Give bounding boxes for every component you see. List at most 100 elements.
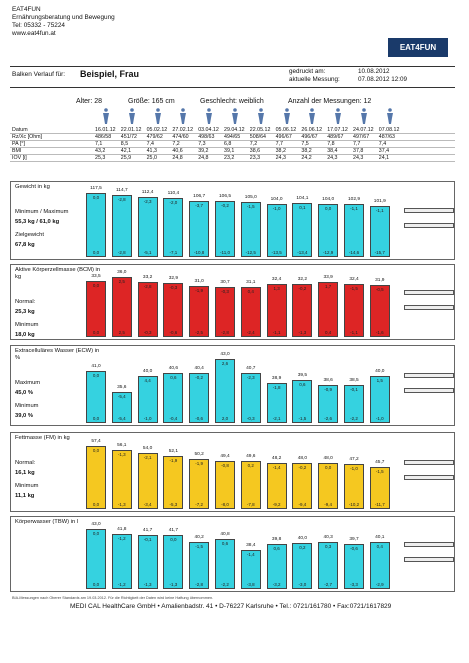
table-cell: 23,2 xyxy=(224,155,235,161)
panel-text: 55,3 kg / 61,0 kg xyxy=(15,219,60,225)
chart-bar xyxy=(189,286,210,337)
table-cell: 8,5 xyxy=(120,141,129,147)
reference-marker xyxy=(404,373,454,378)
bar-value-label: 54,0 xyxy=(142,446,153,451)
chart-bar xyxy=(215,461,235,509)
bar-cumulative-label: -2,6 xyxy=(324,416,333,421)
table-cell: 22.05.12 xyxy=(249,127,271,133)
table-cell: 7,2 xyxy=(172,141,180,147)
chart-bar xyxy=(189,201,210,257)
person-figure-icon xyxy=(128,108,135,124)
panel-text: 39,0 % xyxy=(15,413,34,419)
chart-bar xyxy=(344,464,364,509)
bar-delta-label: -1,5 xyxy=(195,544,204,549)
table-cell: 23,3 xyxy=(249,155,261,161)
person-figure-icon xyxy=(154,108,161,124)
bar-cumulative-label: -9,4 xyxy=(324,502,333,507)
chart-bar xyxy=(318,204,339,257)
bar-delta-label: 0,0 xyxy=(92,283,100,288)
bar-cumulative-label: -13,5 xyxy=(271,250,282,255)
bar-value-label: 40,6 xyxy=(168,366,179,371)
table-cell: 25,0 xyxy=(146,155,157,161)
table-row: PA [°] 7,1 8,5 7,4 7,2 7,3 6,8 7,2 7,7 7,5 7,8 7,7 7… xyxy=(10,141,455,148)
table-row: BMI 43,2 42,1 41,3 40,6 39,2 39,1 38,6 38,2 38,2 3… xyxy=(10,148,455,155)
bar-value-label: 38,6 xyxy=(323,378,333,383)
chart-bar xyxy=(163,373,184,423)
table-row: Datum 16.01.12 22.01.12 05.02.12 27.02.12 03.… xyxy=(10,127,455,134)
panel-labels: Extracelluläres Wasser (ECW) in % Maximum… xyxy=(15,348,103,420)
bar-delta-label: -0,9 xyxy=(324,387,333,392)
bar-delta-label: -1,5 xyxy=(375,469,384,474)
bar-value-label: 40,8 xyxy=(220,532,230,537)
table-cell: 25,9 xyxy=(120,155,132,161)
bar-delta-label: -1,1 xyxy=(375,208,384,213)
bar-delta-label: -2,8 xyxy=(143,284,152,289)
reference-marker xyxy=(404,208,454,213)
bar-value-label: 48,2 xyxy=(271,456,282,461)
bar-cumulative-label: -2,2 xyxy=(350,416,358,421)
table-cell: 24,3 xyxy=(353,155,364,161)
table-cell: 508/64 xyxy=(249,134,266,140)
table-cell: 7,2 xyxy=(249,141,258,147)
panel-text: 18,0 kg xyxy=(15,332,35,338)
table-cell: 07.08.12 xyxy=(378,127,400,133)
table-cell: 24.07.12 xyxy=(353,127,374,133)
chart-bar xyxy=(266,284,287,337)
chart-bar xyxy=(369,467,390,509)
bar-delta-label: 0,6 xyxy=(170,375,177,380)
bar-cumulative-label: -13,4 xyxy=(297,250,308,255)
bar-cumulative-label: -15,7 xyxy=(374,250,385,255)
chart-bar xyxy=(111,450,132,509)
count-label: Anzahl der Messungen: 12 xyxy=(288,98,372,105)
divider xyxy=(10,66,455,67)
table-cell: 38,2 xyxy=(275,148,286,154)
table-cell: 497/67 xyxy=(353,134,370,140)
company-phone: Tel: 05332 - 75224 xyxy=(12,22,65,29)
bar-cumulative-label: -7,2 xyxy=(195,502,204,507)
chart-bar xyxy=(266,383,287,423)
bar-value-label: 31,0 xyxy=(194,279,204,284)
bar-value-label: 35,6 xyxy=(117,385,127,390)
reference-marker xyxy=(404,542,454,547)
bar-cumulative-label: -2,5 xyxy=(195,330,204,335)
bar-delta-label: 0,0 xyxy=(92,448,100,453)
panel-text: Extracelluläres Wasser (ECW) in % xyxy=(15,348,100,361)
company-subtitle: Ernährungsberatung und Bewegung xyxy=(12,14,115,21)
bar-value-label: 33,9 xyxy=(323,275,333,280)
bar-value-label: 32,9 xyxy=(168,276,179,281)
table-cell: 17.07.12 xyxy=(327,127,348,133)
bar-delta-label: 0,0 xyxy=(92,373,100,378)
chart-bar xyxy=(369,376,390,423)
table-cell: 29.04.12 xyxy=(224,127,245,133)
table-cell: 487/63 xyxy=(378,134,395,140)
chart-bar xyxy=(240,550,261,589)
report-label: Balken Verlauf für: xyxy=(12,71,66,78)
bar-value-label: 106,7 xyxy=(193,194,206,199)
bar-delta-label: -0,8 xyxy=(221,463,229,468)
bar-cumulative-label: 0,0 xyxy=(92,330,100,335)
bar-cumulative-label: 0,0 xyxy=(92,250,100,255)
bar-cumulative-label: -11,7 xyxy=(374,502,385,507)
chart-bar xyxy=(344,544,364,589)
bar-value-label: 38,4 xyxy=(246,543,256,548)
table-row: Rz/Xc [Ohm] 486/58 451/72 479/62 474/60 498/6… xyxy=(10,134,455,141)
bar-value-label: 39,8 xyxy=(271,537,282,542)
bar-cumulative-label: -0,6 xyxy=(195,416,204,421)
panel-text: Maximum xyxy=(15,380,41,386)
chart-bar xyxy=(111,392,132,423)
table-row: IOV [i] 25,3 25,9 25,0 24,8 24,8 23,2 23,3 24,3 2… xyxy=(10,155,455,162)
bar-delta-label: 0,0 xyxy=(92,531,100,536)
chart-panel: Fettmasse (FM) in kg Normal: 16,1 kg Minimu… xyxy=(10,432,455,512)
bar-value-label: 40,4 xyxy=(194,366,204,371)
bar-cumulative-label: -9,4 xyxy=(298,502,307,507)
chart-bar xyxy=(318,282,339,337)
bar-value-label: 114,7 xyxy=(115,188,128,193)
chart-panel: Extracelluläres Wasser (ECW) in % Maximum… xyxy=(10,345,455,426)
bar-delta-label: -2,8 xyxy=(117,197,126,202)
bar-delta-label: 0,2 xyxy=(247,463,254,468)
table-cell: 479/62 xyxy=(146,134,163,140)
row-label: Rz/Xc [Ohm] xyxy=(12,134,43,140)
panel-text: Normal: xyxy=(15,299,36,305)
bar-value-label: 40,1 xyxy=(375,535,385,540)
bar-value-label: 102,9 xyxy=(347,197,360,202)
